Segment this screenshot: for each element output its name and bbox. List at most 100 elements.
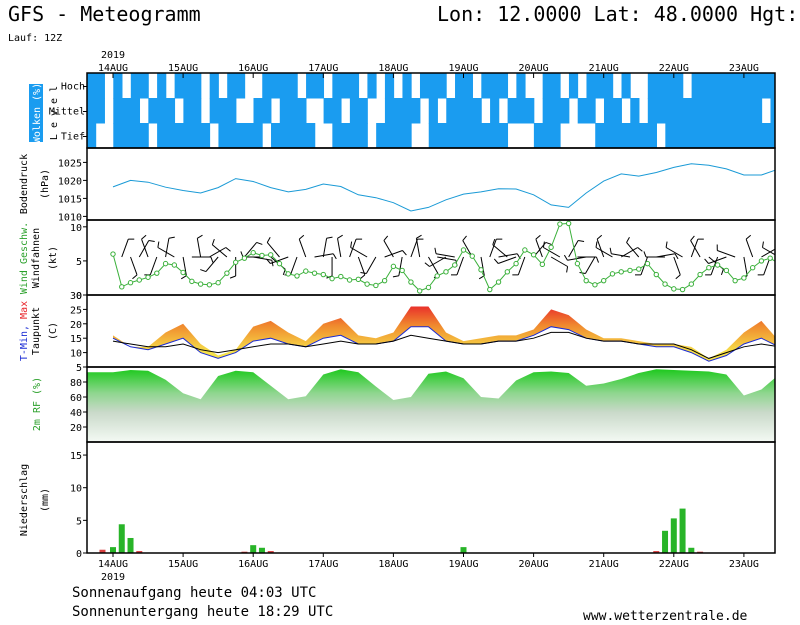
date-label-bottom: 23AUG [729, 559, 759, 570]
wind-barb-feather [298, 234, 305, 240]
cloud-cell-hoch [279, 73, 289, 99]
precip-bar [679, 508, 686, 553]
cloud-cell-mittel [446, 98, 456, 124]
cloud-cell-mittel [332, 98, 342, 124]
cloud-cell-mittel [507, 98, 517, 124]
precip-bar [653, 551, 660, 553]
wind-point [777, 261, 781, 265]
wind-barb-feather [609, 247, 612, 254]
wind-barb [489, 238, 497, 258]
date-label-top: 23AUG [729, 63, 759, 74]
wind-barb [149, 256, 158, 276]
cloud-cell-mittel [726, 98, 736, 124]
wind-barb [384, 250, 403, 258]
year-label-bottom: 2019 [101, 572, 125, 583]
wind-barbs [121, 234, 775, 280]
cloud-cell-tief [122, 123, 132, 148]
wind-barb [398, 256, 403, 276]
wind-barb [209, 247, 227, 258]
ytick-label-temperature: 25 [70, 305, 82, 316]
wind-point [767, 255, 773, 261]
wind-point [618, 269, 624, 275]
cloud-cell-hoch [665, 73, 675, 99]
cloud-cell-mittel [349, 98, 360, 124]
wind-barb-feather [643, 251, 647, 258]
wind-barb [498, 256, 517, 264]
ytick-label-temperature: 20 [70, 320, 82, 331]
cloud-cell-hoch [130, 73, 141, 99]
precip-bar [110, 547, 116, 553]
cloud-cell-tief [279, 123, 289, 148]
tmax-area [113, 306, 775, 362]
ytick-label-temperature: 30 [70, 291, 82, 302]
wind-barb [383, 240, 394, 258]
wind-point [443, 269, 449, 275]
cloud-cell-mittel [411, 98, 421, 124]
panel-frame-temperature [86, 294, 776, 368]
wind-point [232, 259, 239, 265]
cloud-cell-hoch [770, 73, 775, 99]
wind-point [110, 251, 116, 257]
wind-barb [437, 256, 457, 261]
cloud-cell-hoch [341, 73, 351, 99]
date-label-bottom: 18AUG [378, 559, 408, 570]
wind-barb [535, 238, 543, 258]
wind-barb-feather [675, 274, 681, 280]
wind-barb-feather [225, 247, 231, 252]
wind-point [136, 277, 142, 283]
wind-barb-feather [392, 275, 399, 278]
cloud-cell-tief [332, 123, 342, 148]
temp-axis-unit: (C) [48, 322, 59, 340]
cloud-cell-tief [358, 123, 368, 148]
wind-barb-feather [350, 241, 353, 248]
wind-point [364, 281, 370, 287]
wind-barb-feather [256, 241, 263, 245]
wind-barb [708, 256, 727, 264]
wind-barb-feather [462, 235, 467, 241]
wind-barb-feather [266, 236, 271, 243]
wind-barb-feather [434, 247, 437, 254]
cloud-cell-tief [700, 123, 710, 148]
date-label-bottom: 20AUG [519, 559, 549, 570]
cloud-cell-hoch [455, 73, 465, 99]
wind-point [786, 285, 790, 289]
cloud-cell-mittel [709, 98, 719, 124]
wind-barb [196, 238, 202, 258]
wind-barb [212, 244, 228, 258]
date-label-bottom: 21AUG [589, 559, 619, 570]
cloud-cell-hoch [306, 73, 316, 99]
cloud-cell-mittel [122, 98, 132, 124]
wind-barb [498, 253, 518, 258]
cloud-cell-mittel [113, 98, 123, 124]
cloud-cell-hoch [288, 73, 298, 99]
ytick-label-precipitation: 5 [76, 516, 82, 527]
cloud-cell-hoch [139, 73, 149, 99]
wind-barb [270, 256, 289, 264]
wind-point [416, 288, 423, 294]
wind-barb-feather [493, 258, 499, 264]
cloud-cell-tief [726, 123, 736, 148]
date-label-top: 17AUG [308, 63, 338, 74]
wind-point [276, 260, 283, 267]
wind-barb [130, 256, 138, 276]
wind-point [548, 244, 554, 250]
ytick-label-wind: 0 [76, 291, 82, 302]
wind-point [662, 281, 668, 287]
precip-bar [267, 551, 274, 553]
wind-barb-feather [563, 254, 568, 261]
cloud-cell-tief [761, 123, 771, 148]
wind-barb [543, 247, 561, 258]
cloud-cell-mittel [87, 98, 97, 124]
wind-speed-line [112, 222, 775, 292]
wind-barb-feather [566, 266, 569, 273]
cloud-cell-tief [437, 123, 447, 148]
cloud-cell-mittel [717, 98, 728, 124]
cloud-cell-hoch [586, 73, 596, 99]
cloud-cell-mittel [455, 98, 465, 124]
cloud-cell-tief [744, 123, 754, 148]
model-run-label: Lauf: 12Z [8, 33, 63, 44]
cloud-cell-tief [542, 123, 552, 148]
wind-point [197, 281, 204, 287]
date-label-top: 16AUG [238, 63, 268, 74]
